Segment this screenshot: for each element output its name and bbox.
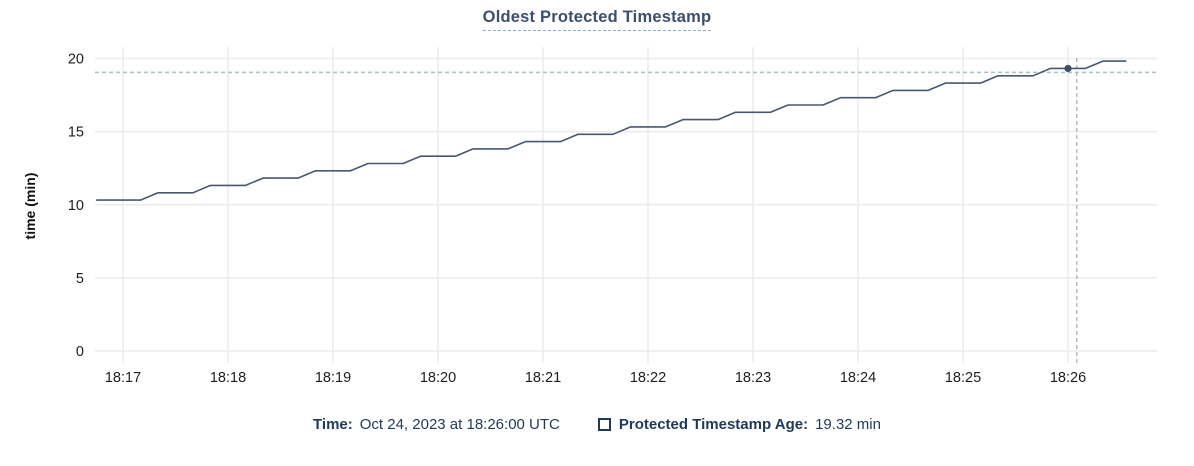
chart-tooltip-legend: Time: Oct 24, 2023 at 18:26:00 UTC Prote…: [0, 416, 1194, 433]
legend-series-value: 19.32 min: [815, 416, 881, 433]
series-line-protected-timestamp-age: [96, 60, 1127, 201]
x-tick-label: 18:21: [525, 370, 561, 386]
line-chart[interactable]: 18:17 18:18 18:19 18:20 18:21 18:22 18:23 18:24…: [0, 0, 1194, 410]
legend-series-label: Protected Timestamp Age:: [618, 416, 809, 433]
y-tick-label: 5: [76, 271, 84, 287]
x-tick-label: 18:18: [210, 370, 246, 386]
y-tick-label: 15: [68, 125, 84, 141]
legend-time-label: Time:: [313, 416, 353, 433]
y-tick-label: 20: [68, 52, 84, 68]
y-axis-title: time (min): [22, 173, 38, 240]
legend-series: Protected Timestamp Age: 19.32 min: [597, 416, 881, 433]
y-tick-label: 0: [76, 344, 84, 360]
y-tick-label: 10: [68, 198, 84, 214]
highlight-dot: [1064, 64, 1072, 73]
x-tick-label: 18:19: [315, 370, 351, 386]
x-tick-label: 18:26: [1050, 370, 1086, 386]
chart-header: Oldest Protected Timestamp: [0, 8, 1194, 31]
x-tick-label: 18:17: [105, 370, 141, 386]
chart-title[interactable]: Oldest Protected Timestamp: [482, 8, 712, 31]
x-tick-label: 18:20: [420, 370, 456, 386]
x-tick-label: 18:25: [945, 370, 981, 386]
x-tick-label: 18:23: [735, 370, 771, 386]
x-tick-label: 18:22: [630, 370, 666, 386]
legend-time-value: Oct 24, 2023 at 18:26:00 UTC: [359, 416, 560, 433]
x-tick-label: 18:24: [840, 370, 876, 386]
series-checkbox-icon[interactable]: [597, 418, 611, 431]
